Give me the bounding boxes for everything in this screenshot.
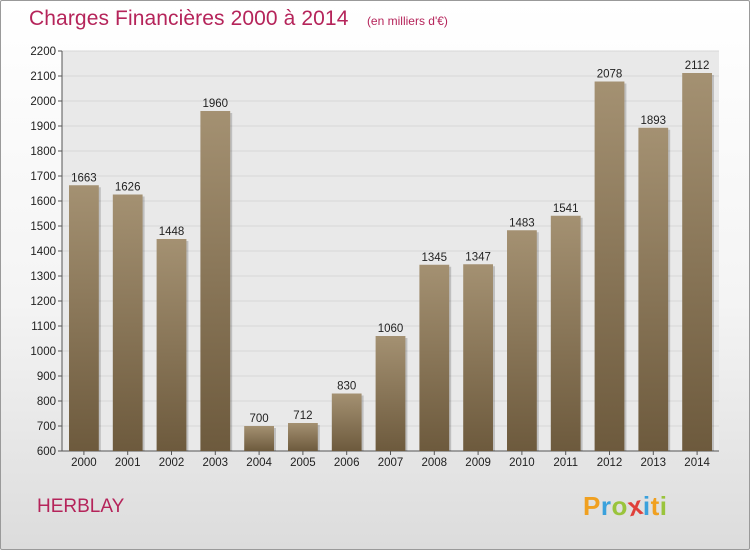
chart-title: Charges Financières 2000 à 2014 bbox=[29, 7, 349, 30]
y-tick-label: 1900 bbox=[30, 121, 56, 133]
bar-2005 bbox=[288, 423, 318, 451]
x-tick-label-2004: 2004 bbox=[246, 457, 272, 469]
y-tick-label: 1200 bbox=[30, 296, 56, 308]
data-label-2008: 1345 bbox=[422, 252, 448, 264]
proxiti-logo: Proxiti bbox=[583, 490, 668, 522]
y-tick-label: 600 bbox=[37, 446, 56, 458]
y-tick-label: 1000 bbox=[30, 346, 56, 358]
y-tick-label: 800 bbox=[37, 396, 56, 408]
bar-2013 bbox=[638, 127, 669, 451]
data-label-2006: 830 bbox=[337, 381, 356, 393]
x-tick-label-2011: 2011 bbox=[553, 457, 578, 469]
x-tick-label-2009: 2009 bbox=[465, 457, 491, 469]
y-tick-label: 900 bbox=[37, 371, 56, 383]
chart-subtitle: (en milliers d'€) bbox=[366, 14, 448, 28]
x-tick-label-2006: 2006 bbox=[334, 457, 360, 469]
x-tick-label-2002: 2002 bbox=[159, 457, 185, 469]
logo-letter: r bbox=[600, 491, 612, 521]
data-label-2007: 1060 bbox=[378, 323, 404, 335]
y-tick-label: 1100 bbox=[31, 321, 56, 333]
logo-letter: o bbox=[611, 491, 628, 521]
data-label-2014: 2112 bbox=[685, 60, 710, 72]
title-row: Charges Financières 2000 à 2014 (en mill… bbox=[29, 7, 448, 31]
y-tick-label: 700 bbox=[37, 421, 56, 433]
x-tick-label-2010: 2010 bbox=[509, 457, 535, 469]
y-tick-label: 1600 bbox=[30, 196, 56, 208]
data-label-2004: 700 bbox=[250, 413, 269, 425]
data-label-2009: 1347 bbox=[465, 251, 491, 263]
bar-2014 bbox=[682, 73, 712, 451]
data-label-2005: 712 bbox=[293, 410, 312, 422]
x-tick-label-2001: 2001 bbox=[115, 457, 141, 469]
bar-2007 bbox=[375, 336, 406, 451]
y-tick-label: 1700 bbox=[30, 171, 56, 183]
bar-2002 bbox=[156, 239, 187, 451]
x-tick-label-2000: 2000 bbox=[71, 457, 97, 469]
x-tick-label-2005: 2005 bbox=[290, 457, 316, 469]
logo-letter: t bbox=[650, 491, 660, 521]
bar-2004 bbox=[244, 426, 274, 451]
y-tick-label: 1800 bbox=[30, 146, 56, 158]
bar-2009 bbox=[463, 264, 493, 451]
y-tick-label: 1400 bbox=[30, 246, 56, 258]
bar-2011 bbox=[550, 215, 581, 451]
data-label-2002: 1448 bbox=[159, 226, 185, 238]
data-label-2001: 1626 bbox=[115, 182, 141, 194]
x-tick-label-2008: 2008 bbox=[422, 457, 448, 469]
data-label-2010: 1483 bbox=[509, 217, 535, 229]
bar-2010 bbox=[507, 230, 537, 451]
city-name: HERBLAY bbox=[37, 496, 125, 517]
x-tick-label-2012: 2012 bbox=[597, 457, 623, 469]
logo-letter: P bbox=[583, 491, 601, 521]
x-tick-label-2014: 2014 bbox=[684, 457, 710, 469]
x-tick-label-2003: 2003 bbox=[203, 457, 229, 469]
y-tick-label: 1300 bbox=[30, 271, 56, 283]
y-tick-label: 2100 bbox=[30, 71, 56, 83]
y-tick-label: 2000 bbox=[30, 96, 56, 108]
bar-2006 bbox=[331, 393, 362, 451]
data-label-2012: 2078 bbox=[597, 69, 623, 81]
data-label-2003: 1960 bbox=[203, 98, 229, 110]
y-tick-label: 1500 bbox=[30, 221, 56, 233]
bar-2012 bbox=[594, 81, 625, 451]
y-tick-label: 2200 bbox=[30, 46, 56, 58]
data-label-2011: 1541 bbox=[553, 203, 579, 215]
logo-letter: i bbox=[659, 491, 668, 521]
logo-letter: i bbox=[642, 491, 651, 521]
x-tick-label-2013: 2013 bbox=[641, 457, 667, 469]
bar-2001 bbox=[112, 194, 143, 451]
x-tick-label-2007: 2007 bbox=[378, 457, 404, 469]
data-label-2000: 1663 bbox=[71, 172, 97, 184]
bar-2003 bbox=[200, 111, 231, 451]
bar-2008 bbox=[419, 264, 450, 451]
data-label-2013: 1893 bbox=[641, 115, 667, 127]
bar-2000 bbox=[69, 185, 99, 451]
